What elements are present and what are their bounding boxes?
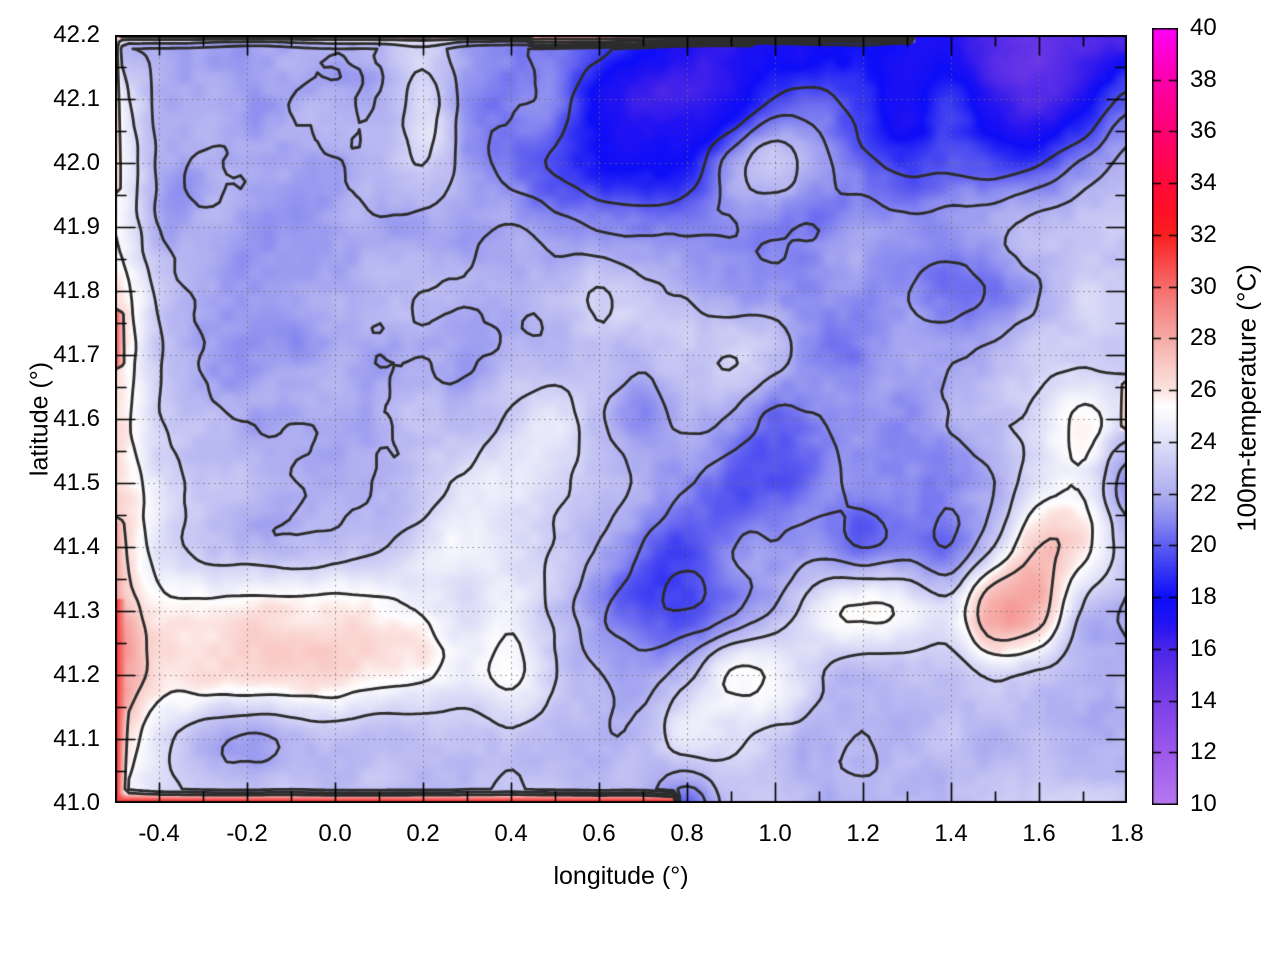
y-tick-label: 41.0: [53, 789, 100, 816]
colorbar-tick-label: 14: [1190, 686, 1217, 714]
colorbar-tick-label: 18: [1190, 583, 1217, 611]
x-tick-label: 0.8: [670, 820, 704, 847]
y-tick-label: 41.7: [53, 341, 100, 368]
y-tick-label: 41.9: [53, 213, 100, 240]
colorbar-tick-label: 28: [1190, 324, 1217, 352]
colorbar-tick-label: 32: [1190, 220, 1217, 248]
y-tick-label: 41.5: [53, 469, 100, 496]
colorbar-tick-label: 36: [1190, 117, 1217, 145]
y-tick-label: 41.2: [53, 661, 100, 688]
y-axis-title: latitude (°): [25, 361, 54, 477]
y-tick-label: 42.2: [53, 21, 100, 48]
colorbar-tick-label: 12: [1190, 738, 1217, 766]
colorbar-tick-label: 22: [1190, 479, 1217, 507]
x-tick-label: 1.6: [1022, 820, 1056, 847]
x-tick-label: 1.8: [1110, 820, 1144, 847]
heatmap-plot-canvas: [115, 35, 1127, 803]
x-axis-title: longitude (°): [553, 862, 689, 890]
colorbar-tick-label: 30: [1190, 272, 1217, 300]
y-tick-label: 42.1: [53, 85, 100, 112]
x-tick-label: 0.6: [582, 820, 616, 847]
x-tick-label: 0.2: [406, 820, 440, 847]
colorbar-canvas: [1152, 28, 1178, 805]
x-tick-label: 0.0: [318, 820, 352, 847]
colorbar-tick-label: 16: [1190, 634, 1217, 662]
colorbar-tick-label: 24: [1190, 427, 1217, 455]
x-tick-label: 1.0: [758, 820, 792, 847]
y-tick-label: 42.0: [53, 149, 100, 176]
colorbar-tick-label: 38: [1190, 65, 1217, 93]
x-tick-label: 0.4: [494, 820, 528, 847]
colorbar-tick-label: 26: [1190, 376, 1217, 404]
colorbar-title: 100m-temperature (°C): [1231, 264, 1262, 532]
x-tick-label: -0.4: [138, 820, 180, 847]
y-tick-label: 41.8: [53, 277, 100, 304]
colorbar-tick-label: 34: [1190, 169, 1217, 197]
colorbar-tick-label: 40: [1190, 14, 1217, 41]
y-tick-label: 41.6: [53, 405, 100, 432]
y-tick-label: 41.3: [53, 597, 100, 624]
x-tick-label: 1.4: [934, 820, 968, 847]
x-tick-label: 1.2: [846, 820, 880, 847]
x-tick-label: -0.2: [226, 820, 268, 847]
y-tick-label: 41.4: [53, 533, 100, 560]
colorbar-tick-label: 20: [1190, 531, 1217, 559]
colorbar-tick-label: 10: [1190, 790, 1217, 817]
y-tick-label: 41.1: [53, 725, 100, 752]
